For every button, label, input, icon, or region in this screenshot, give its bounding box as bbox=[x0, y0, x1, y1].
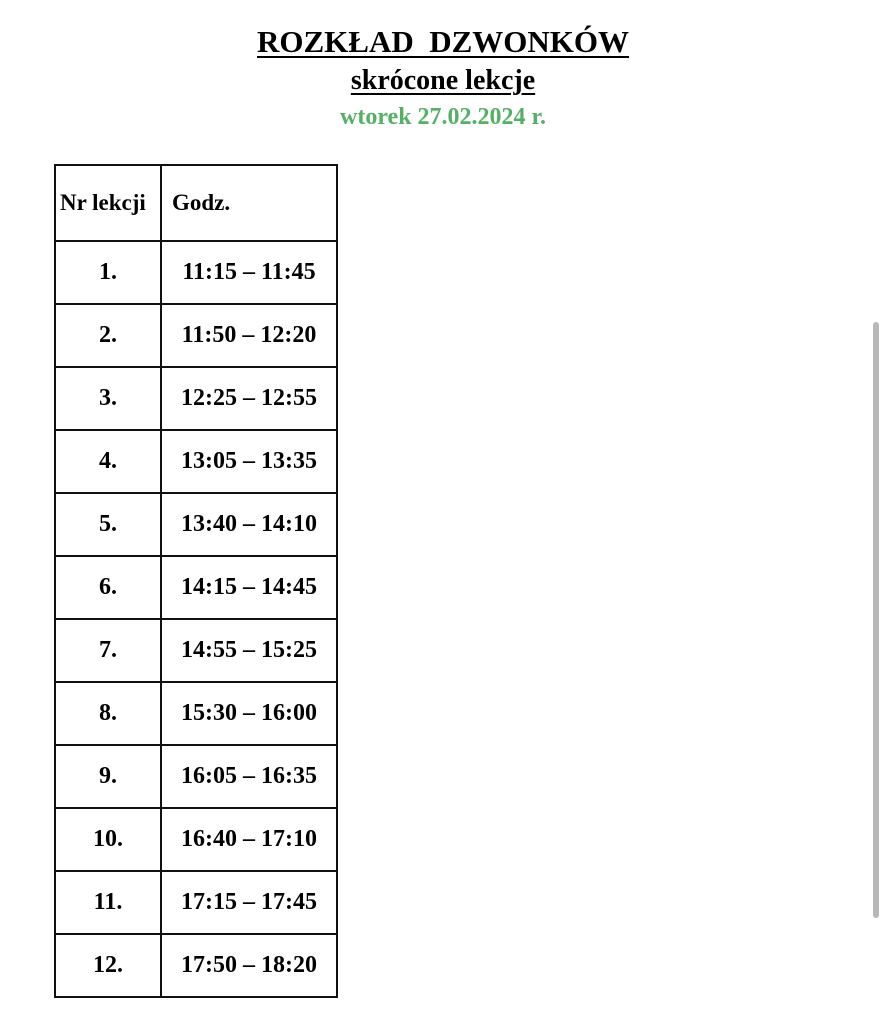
lesson-number: 5. bbox=[54, 492, 162, 557]
lesson-number: 1. bbox=[54, 240, 162, 305]
table-row: 3. 12:25 – 12:55 bbox=[54, 366, 338, 431]
lesson-time: 15:30 – 16:00 bbox=[160, 681, 338, 746]
lesson-time: 11:50 – 12:20 bbox=[160, 303, 338, 368]
column-header-lesson-number: Nr lekcji bbox=[54, 164, 162, 242]
table-row: 6. 14:15 – 14:45 bbox=[54, 555, 338, 620]
lesson-time: 11:15 – 11:45 bbox=[160, 240, 338, 305]
table-row: 11. 17:15 – 17:45 bbox=[54, 870, 338, 935]
scrollbar[interactable] bbox=[873, 322, 879, 918]
lesson-number: 4. bbox=[54, 429, 162, 494]
table-row: 1. 11:15 – 11:45 bbox=[54, 240, 338, 305]
lesson-number: 2. bbox=[54, 303, 162, 368]
lesson-number: 6. bbox=[54, 555, 162, 620]
lesson-number: 10. bbox=[54, 807, 162, 872]
table-row: 12. 17:50 – 18:20 bbox=[54, 933, 338, 998]
lesson-time: 13:40 – 14:10 bbox=[160, 492, 338, 557]
lesson-number: 11. bbox=[54, 870, 162, 935]
page-title: ROZKŁAD DZWONKÓW bbox=[256, 24, 630, 59]
lesson-time: 14:15 – 14:45 bbox=[160, 555, 338, 620]
date-label: wtorek 27.02.2024 r. bbox=[340, 104, 546, 130]
table-row: 8. 15:30 – 16:00 bbox=[54, 681, 338, 746]
table-row: 7. 14:55 – 15:25 bbox=[54, 618, 338, 683]
lesson-time: 17:50 – 18:20 bbox=[160, 933, 338, 998]
lesson-number: 12. bbox=[54, 933, 162, 998]
lesson-number: 8. bbox=[54, 681, 162, 746]
table-header-row: Nr lekcji Godz. bbox=[54, 164, 338, 242]
lesson-time: 16:40 – 17:10 bbox=[160, 807, 338, 872]
table-row: 5. 13:40 – 14:10 bbox=[54, 492, 338, 557]
lesson-number: 3. bbox=[54, 366, 162, 431]
page-subtitle: skrócone lekcje bbox=[350, 65, 536, 96]
table-row: 4. 13:05 – 13:35 bbox=[54, 429, 338, 494]
lesson-time: 14:55 – 15:25 bbox=[160, 618, 338, 683]
lesson-time: 17:15 – 17:45 bbox=[160, 870, 338, 935]
table-row: 9. 16:05 – 16:35 bbox=[54, 744, 338, 809]
lesson-number: 9. bbox=[54, 744, 162, 809]
lesson-number: 7. bbox=[54, 618, 162, 683]
column-header-time: Godz. bbox=[160, 164, 338, 242]
table-row: 10. 16:40 – 17:10 bbox=[54, 807, 338, 872]
bell-schedule-table: Nr lekcji Godz. 1. 11:15 – 11:45 2. 11:50 –… bbox=[54, 164, 338, 998]
lesson-time: 13:05 – 13:35 bbox=[160, 429, 338, 494]
lesson-time: 12:25 – 12:55 bbox=[160, 366, 338, 431]
table-row: 2. 11:50 – 12:20 bbox=[54, 303, 338, 368]
lesson-time: 16:05 – 16:35 bbox=[160, 744, 338, 809]
